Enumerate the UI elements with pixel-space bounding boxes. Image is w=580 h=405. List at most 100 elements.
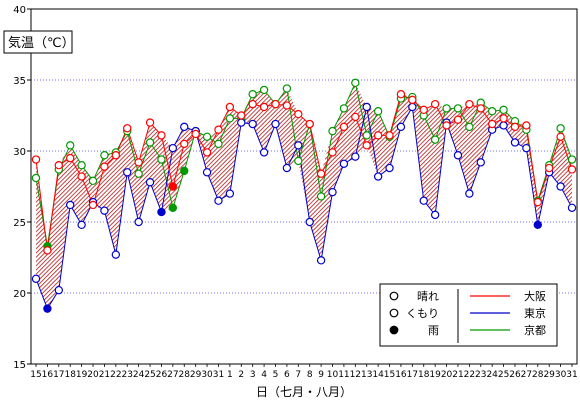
x-tick-label: 17 <box>407 370 418 380</box>
data-point <box>385 163 394 173</box>
x-tick-label: 4 <box>261 370 267 380</box>
x-tick-label: 30 <box>555 370 567 380</box>
y-tick-label: 25 <box>13 218 26 229</box>
data-point <box>191 129 200 139</box>
data-point <box>453 115 463 124</box>
data-point <box>373 107 383 116</box>
data-point <box>54 285 64 295</box>
data-point <box>567 203 577 212</box>
data-point <box>510 122 520 132</box>
data-point <box>385 131 394 140</box>
data-point <box>271 99 280 109</box>
data-point <box>88 176 98 186</box>
x-tick-label: 10 <box>327 370 339 380</box>
data-point <box>282 101 292 110</box>
data-point <box>533 197 542 207</box>
x-tick-label: 27 <box>167 370 178 380</box>
data-point <box>225 102 235 112</box>
data-point <box>328 187 337 197</box>
x-tick-label: 23 <box>122 370 133 380</box>
x-tick-label: 15 <box>30 370 41 380</box>
data-point <box>237 118 246 127</box>
data-point <box>100 162 109 171</box>
x-axis-title: 日（七月・八月） <box>256 385 352 399</box>
data-point <box>556 132 565 141</box>
data-point <box>168 203 178 212</box>
x-tick-label: 26 <box>156 370 168 380</box>
x-tick-label: 26 <box>509 370 521 380</box>
x-tick-label: 6 <box>284 370 290 380</box>
data-point <box>123 168 132 177</box>
data-point <box>294 109 303 119</box>
data-point <box>510 138 520 147</box>
data-point <box>522 121 531 130</box>
data-point <box>567 165 577 174</box>
x-tick-label: 27 <box>521 370 532 380</box>
data-point <box>351 78 360 88</box>
data-point <box>442 104 451 113</box>
data-point <box>100 206 109 215</box>
data-point <box>157 155 166 164</box>
data-point <box>430 135 440 144</box>
x-tick-label: 16 <box>395 370 407 380</box>
y-tick-label: 30 <box>13 147 26 158</box>
x-tick-label: 12 <box>350 370 361 380</box>
data-point <box>248 99 257 109</box>
data-point <box>465 99 474 109</box>
data-point <box>31 155 41 164</box>
data-point <box>77 160 86 170</box>
x-tick-label: 8 <box>307 370 313 380</box>
data-point <box>567 155 577 164</box>
data-point <box>408 102 417 112</box>
data-point <box>225 189 235 198</box>
data-point <box>77 220 86 230</box>
data-point <box>373 172 383 181</box>
x-tick-label: 24 <box>133 370 145 380</box>
data-point <box>225 114 235 123</box>
data-point <box>544 163 554 173</box>
data-point <box>43 304 52 313</box>
legend-box <box>379 283 558 347</box>
x-tick-label: 18 <box>418 370 430 380</box>
x-tick-label: 21 <box>99 370 110 380</box>
data-point <box>533 220 542 230</box>
x-tick-label: 17 <box>53 370 64 380</box>
x-tick-label: 28 <box>179 370 191 380</box>
data-point <box>259 102 269 112</box>
data-point <box>465 189 474 198</box>
data-point <box>362 131 371 140</box>
x-tick-label: 29 <box>190 370 202 380</box>
legend-marker <box>389 308 399 318</box>
x-tick-label: 13 <box>361 370 372 380</box>
data-point <box>351 152 360 161</box>
data-point <box>214 125 223 134</box>
data-point <box>248 119 257 129</box>
x-tick-label: 18 <box>64 370 76 380</box>
legend-marker <box>389 325 399 335</box>
series-markers <box>31 78 577 313</box>
data-point <box>134 217 143 227</box>
data-point <box>476 104 485 113</box>
data-point <box>487 119 497 129</box>
data-point <box>556 182 565 191</box>
data-point <box>31 173 41 183</box>
data-point <box>168 182 178 191</box>
data-point <box>316 192 326 201</box>
data-point <box>339 104 349 113</box>
data-point <box>442 121 451 130</box>
data-point <box>430 99 440 109</box>
data-point <box>419 105 428 115</box>
data-point <box>499 121 508 130</box>
data-point <box>66 153 75 163</box>
data-point <box>180 166 189 176</box>
data-point <box>408 95 417 105</box>
data-point <box>180 122 189 132</box>
x-tick-label: 11 <box>338 370 349 380</box>
data-point <box>54 160 64 170</box>
data-point <box>145 118 155 127</box>
x-tick-label: 16 <box>42 370 54 380</box>
data-point <box>66 200 75 210</box>
data-point <box>282 163 292 173</box>
data-point <box>43 246 52 255</box>
